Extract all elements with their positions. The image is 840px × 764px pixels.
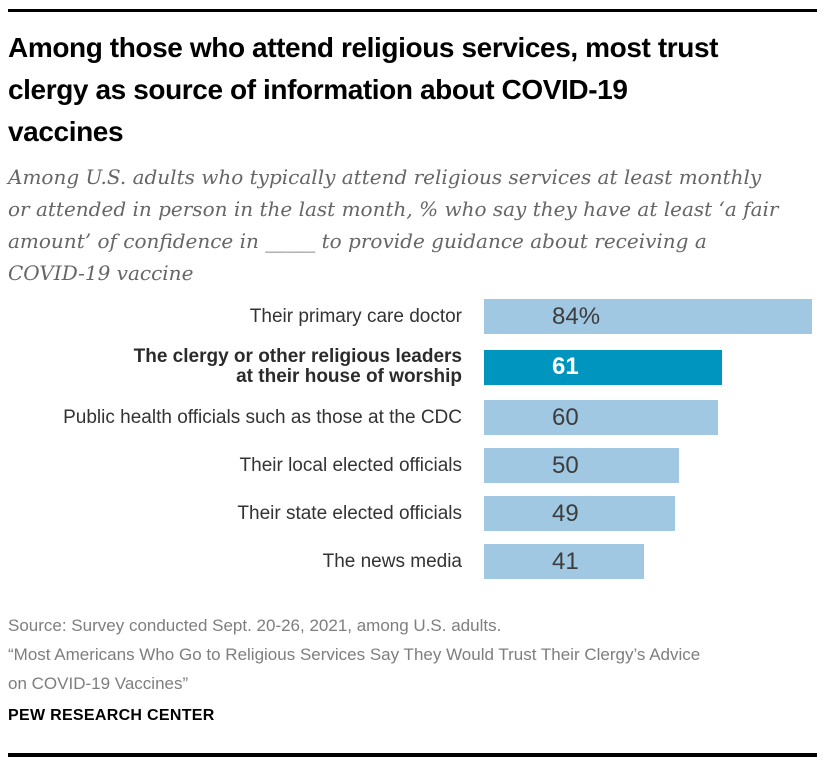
bar-value-label: 84% <box>552 302 601 330</box>
report-title-note: “Most Americans Who Go to Religious Serv… <box>8 645 701 693</box>
source-note: Source: Survey conducted Sept. 20-26, 20… <box>8 616 502 635</box>
bar: 84% <box>484 299 812 334</box>
bar-row: Their local elected officials 50 <box>8 448 817 483</box>
bottom-rule <box>8 753 817 757</box>
chart-subtitle: Among U.S. adults who typically attend r… <box>8 165 779 285</box>
bar-row: The news media 41 <box>8 544 817 579</box>
bar-value-label: 49 <box>552 499 579 527</box>
pew-research-center-wordmark: PEW RESEARCH CENTER <box>8 707 215 724</box>
bar-value-label: 50 <box>552 451 579 479</box>
notes-block: Source: Survey conducted Sept. 20-26, 20… <box>8 611 817 698</box>
category-label: The clergy or other religious leaders at… <box>133 346 462 387</box>
category-label: The news media <box>322 550 462 572</box>
top-rule <box>8 9 817 12</box>
bar-value-label: 41 <box>552 547 579 575</box>
bar: 50 <box>484 448 679 483</box>
category-label: Their primary care doctor <box>249 305 462 327</box>
bar-row: Their primary care doctor 84% <box>8 299 817 334</box>
bar: 41 <box>484 544 644 579</box>
bar: 49 <box>484 496 675 531</box>
bar-row: Their state elected officials 49 <box>8 496 817 531</box>
bar-value-label: 61 <box>552 353 579 380</box>
bar: 61 <box>484 349 722 385</box>
chart-title: Among those who attend religious service… <box>8 32 719 147</box>
category-label: Their state elected officials <box>237 502 462 524</box>
bar: 60 <box>484 400 718 435</box>
category-label: Their local elected officials <box>239 454 462 476</box>
bar-row: The clergy or other religious leaders at… <box>8 347 817 387</box>
bar-value-label: 60 <box>552 403 579 431</box>
bar-row: Public health officials such as those at… <box>8 400 817 435</box>
bar-chart: Their primary care doctor 84% The clergy o… <box>8 299 817 579</box>
category-label: Public health officials such as those at… <box>63 406 462 428</box>
